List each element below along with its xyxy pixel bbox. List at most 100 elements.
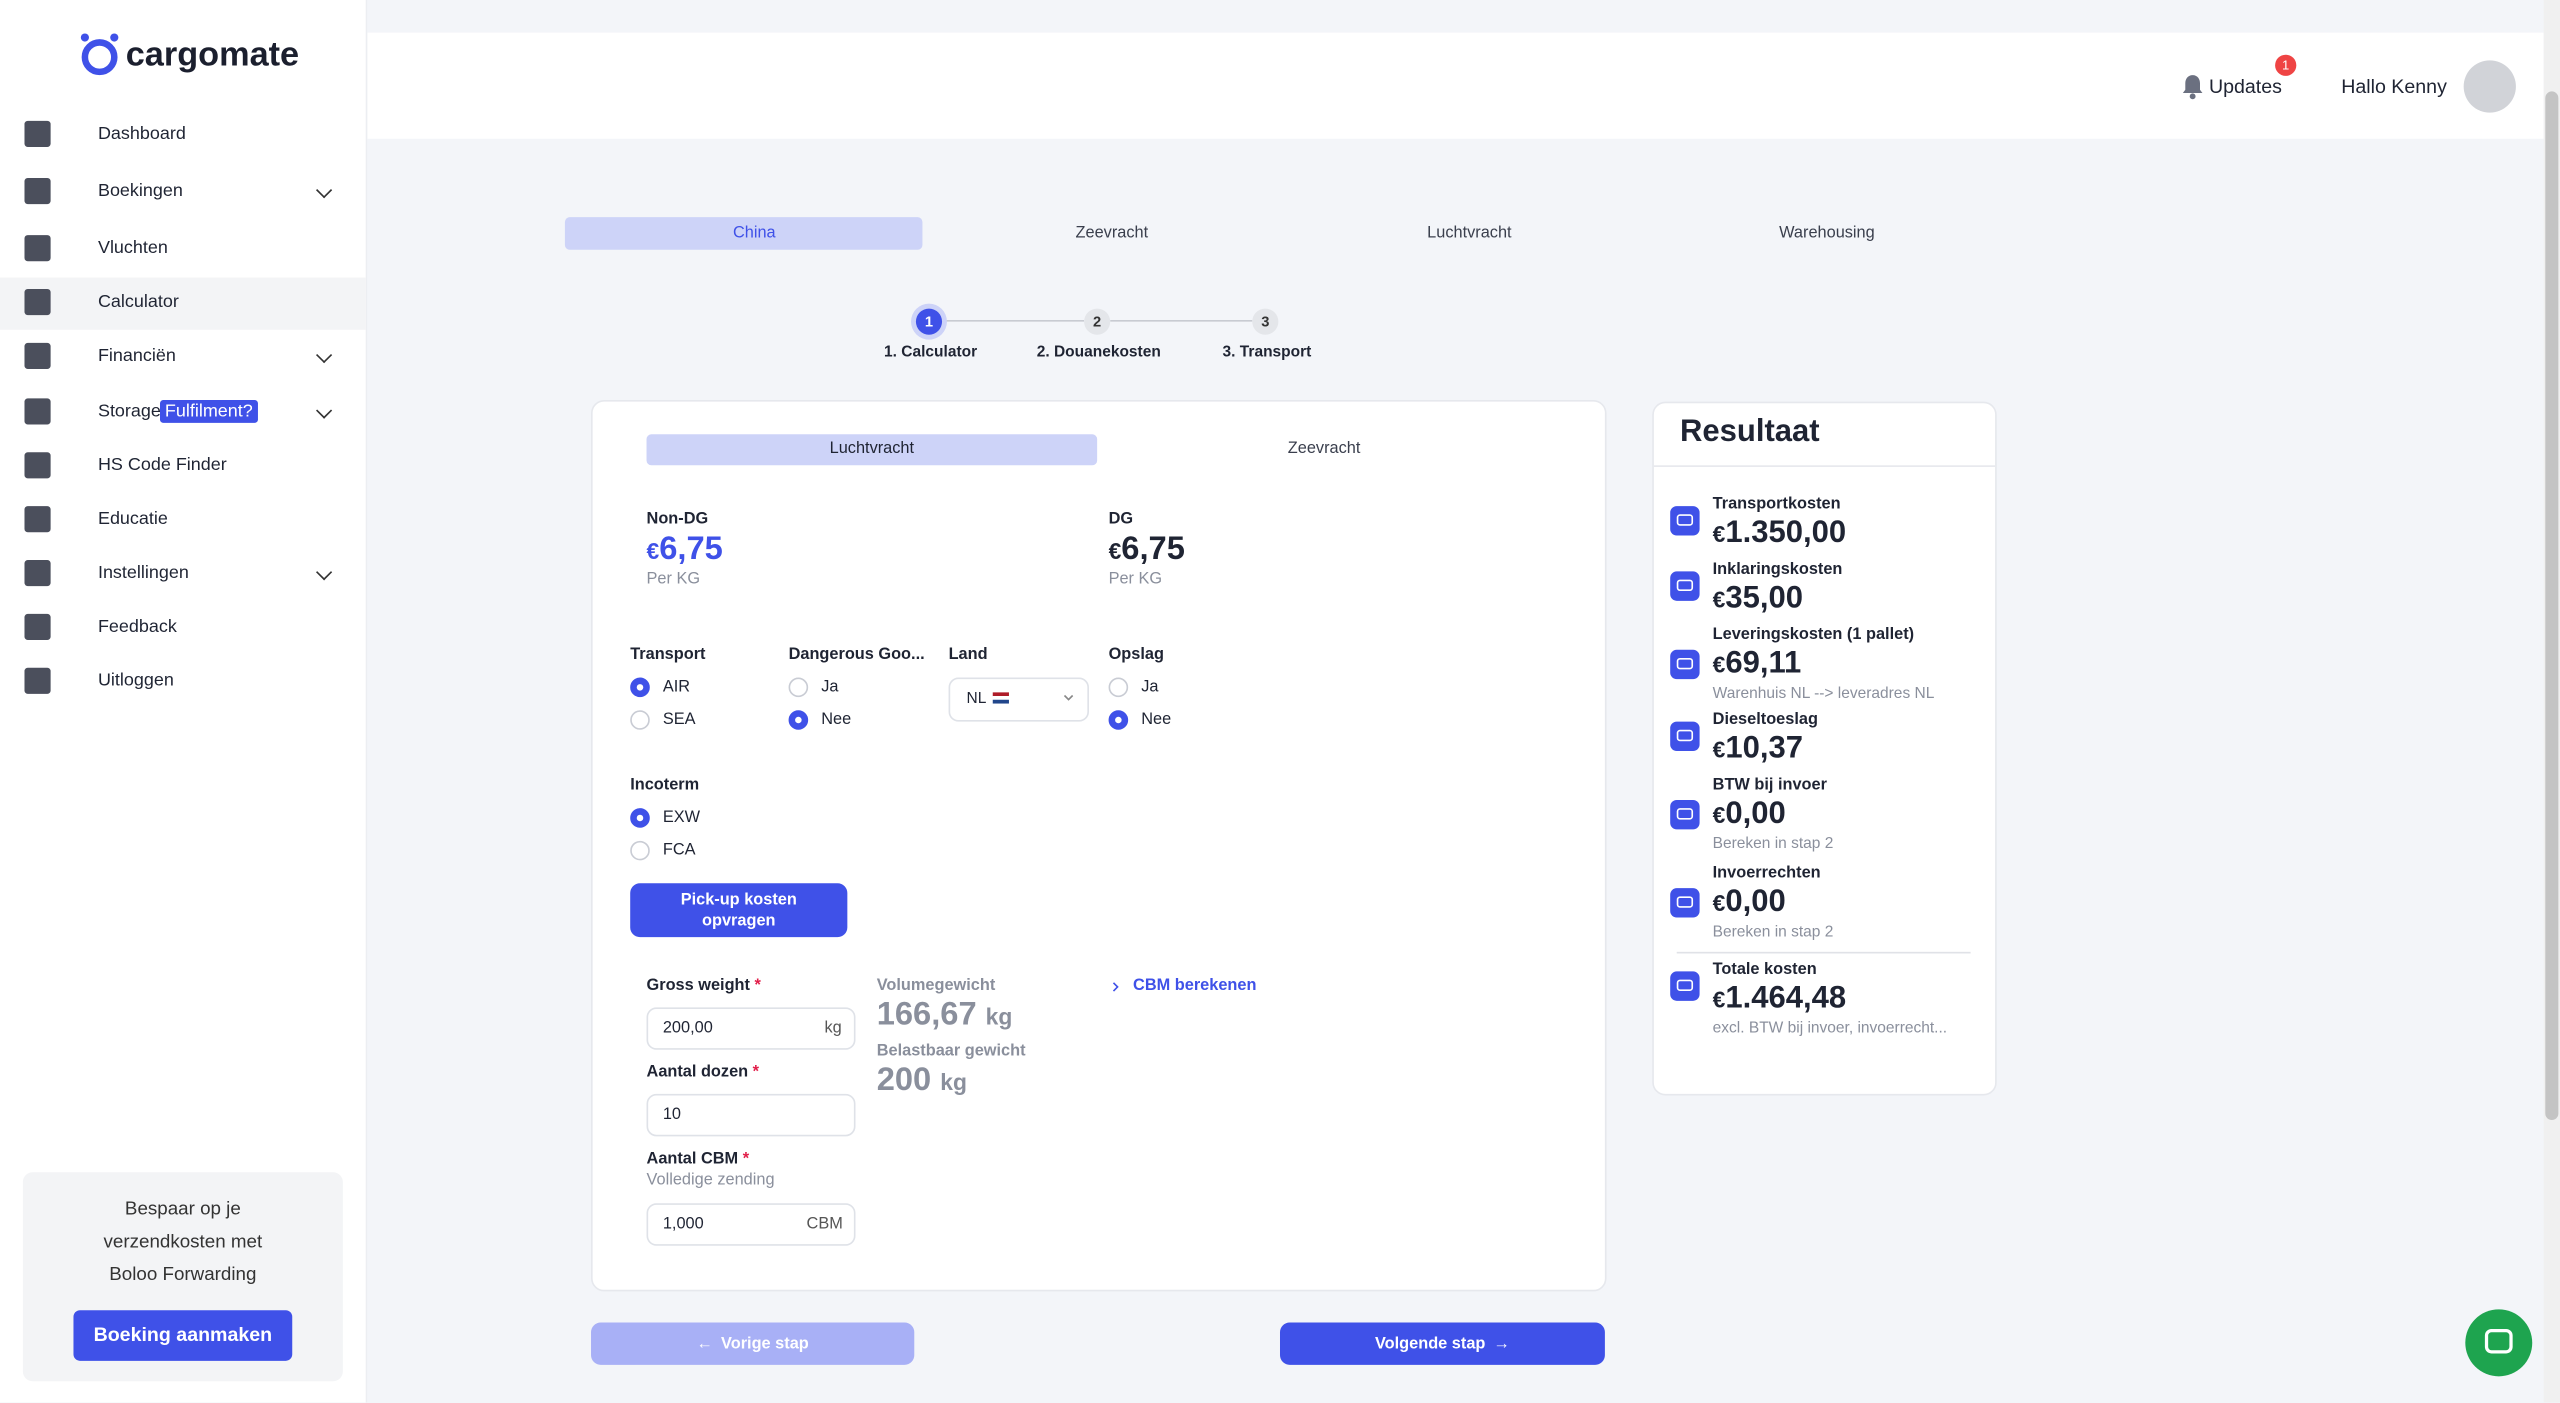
next-button[interactable]: Volgende stap → xyxy=(1279,1322,1605,1365)
radio[interactable] xyxy=(788,677,809,698)
result-amount-row: €0,00 xyxy=(1713,885,1786,921)
result-label: Inklaringskosten xyxy=(1712,560,1843,579)
prev-button[interactable]: ← Vorige stap xyxy=(591,1322,915,1365)
menu-item[interactable]: Uitloggen xyxy=(97,671,174,691)
price-label: DG xyxy=(1108,510,1134,529)
option: AIR xyxy=(662,678,691,697)
input-value: 10 xyxy=(662,1106,682,1125)
menu-icon xyxy=(24,452,51,479)
menu-item[interactable]: Vluchten xyxy=(97,238,168,258)
menu-item[interactable]: Instellingen xyxy=(97,563,189,583)
cbm-input[interactable] xyxy=(646,1203,856,1246)
menu-item[interactable]: Storage xyxy=(97,401,161,422)
logo-icon xyxy=(80,33,119,76)
step-label: 3. Transport xyxy=(1222,343,1312,362)
step-line xyxy=(1110,319,1253,322)
chevron xyxy=(315,347,333,364)
select-value: NL xyxy=(966,689,987,708)
weight-unit: kg xyxy=(940,1068,967,1095)
weight-value: 166,67 xyxy=(876,996,977,1033)
mode-tab[interactable]: Zeevracht xyxy=(1287,439,1361,458)
menu-icon xyxy=(24,559,51,587)
field-hint: Volledige zending xyxy=(646,1171,775,1190)
result-note: excl. BTW bij invoer, invoerrecht... xyxy=(1712,1019,1948,1038)
radio[interactable] xyxy=(630,710,650,730)
tab[interactable]: China xyxy=(732,224,776,243)
result-icon xyxy=(1670,721,1700,752)
radio[interactable] xyxy=(788,710,809,730)
menu-badge: Fulfilment? xyxy=(159,399,258,423)
chevron xyxy=(315,182,333,199)
tab[interactable]: Zeevracht xyxy=(1075,224,1149,243)
option: Nee xyxy=(1141,711,1172,729)
updates-badge: 1 xyxy=(2275,54,2297,76)
menu-item[interactable]: Educatie xyxy=(97,509,168,529)
menu-item[interactable]: Financiën xyxy=(97,346,176,366)
land-select[interactable] xyxy=(948,677,1089,722)
menu-icon xyxy=(24,613,51,640)
menu-item[interactable]: Calculator xyxy=(97,292,179,312)
result-label: Transportkosten xyxy=(1712,495,1841,514)
field-label: Belastbaar gewicht xyxy=(876,1042,1026,1061)
step-line xyxy=(942,319,1085,322)
currency: € xyxy=(1712,889,1726,916)
option: Nee xyxy=(821,711,852,729)
chat-button[interactable] xyxy=(2465,1309,2533,1377)
radio[interactable] xyxy=(630,808,650,828)
menu-icon xyxy=(24,235,51,262)
currency: € xyxy=(1712,651,1726,678)
result-note: Bereken in stap 2 xyxy=(1712,923,1834,942)
tab[interactable]: Warehousing xyxy=(1779,224,1875,243)
result-amount-row: €0,00 xyxy=(1713,797,1786,833)
field-label: Aantal CBM xyxy=(646,1150,739,1169)
result-label: Dieseltoeslag xyxy=(1712,711,1818,729)
field-label: Land xyxy=(948,645,988,664)
menu-icon xyxy=(24,288,51,316)
step-label: 2. Douanekosten xyxy=(1036,343,1161,362)
result-amount-row: €1.350,00 xyxy=(1713,516,1846,552)
radio[interactable] xyxy=(1108,677,1129,698)
chevron xyxy=(1063,694,1074,701)
cbm-link[interactable]: CBM berekenen xyxy=(1133,977,1257,996)
gross-weight-input[interactable] xyxy=(646,1007,856,1050)
menu-item[interactable]: Feedback xyxy=(97,617,177,637)
tab[interactable]: Luchtvracht xyxy=(1427,224,1512,243)
required-mark: * xyxy=(754,977,761,996)
divider xyxy=(1676,951,1971,954)
bell-icon xyxy=(2182,75,2203,100)
menu-item[interactable]: Boekingen xyxy=(97,181,183,201)
step-circle: 1 xyxy=(915,308,943,335)
menu-item[interactable]: HS Code Finder xyxy=(97,455,227,476)
input-unit: CBM xyxy=(806,1215,843,1234)
radio[interactable] xyxy=(1108,710,1129,730)
chevron xyxy=(315,402,333,419)
result-amount-row: €10,37 xyxy=(1713,731,1803,767)
menu-item[interactable]: Dashboard xyxy=(97,124,186,144)
promo-button[interactable]: Boeking aanmaken xyxy=(73,1310,293,1361)
radio[interactable] xyxy=(630,677,650,698)
result-amount-row: €69,11 xyxy=(1713,647,1802,683)
option: EXW xyxy=(662,808,701,827)
result-amount: 35,00 xyxy=(1725,581,1804,616)
mode-tab[interactable]: Luchtvracht xyxy=(829,439,915,458)
avatar[interactable] xyxy=(2463,60,2516,113)
updates-link[interactable]: Updates xyxy=(2208,75,2282,98)
boxes-input[interactable] xyxy=(646,1093,856,1137)
required-mark: * xyxy=(752,1063,760,1082)
radio[interactable] xyxy=(630,840,650,861)
pickup-button[interactable]: Pick-up kosten opvragen xyxy=(630,883,848,938)
tab-active-bg xyxy=(564,217,923,250)
currency: € xyxy=(1108,537,1122,565)
result-icon xyxy=(1670,888,1700,918)
scrollbar xyxy=(2543,0,2560,1403)
header xyxy=(365,32,2544,139)
sidebar: cargomate Boeking aanmaken Dashboard Boek… xyxy=(0,0,368,1403)
menu-icon xyxy=(24,506,51,533)
calculator-card xyxy=(591,399,1607,1292)
option: Ja xyxy=(1141,678,1159,697)
option: Ja xyxy=(821,678,839,697)
price-unit: Per KG xyxy=(646,570,701,589)
weight-unit: kg xyxy=(985,1003,1013,1030)
